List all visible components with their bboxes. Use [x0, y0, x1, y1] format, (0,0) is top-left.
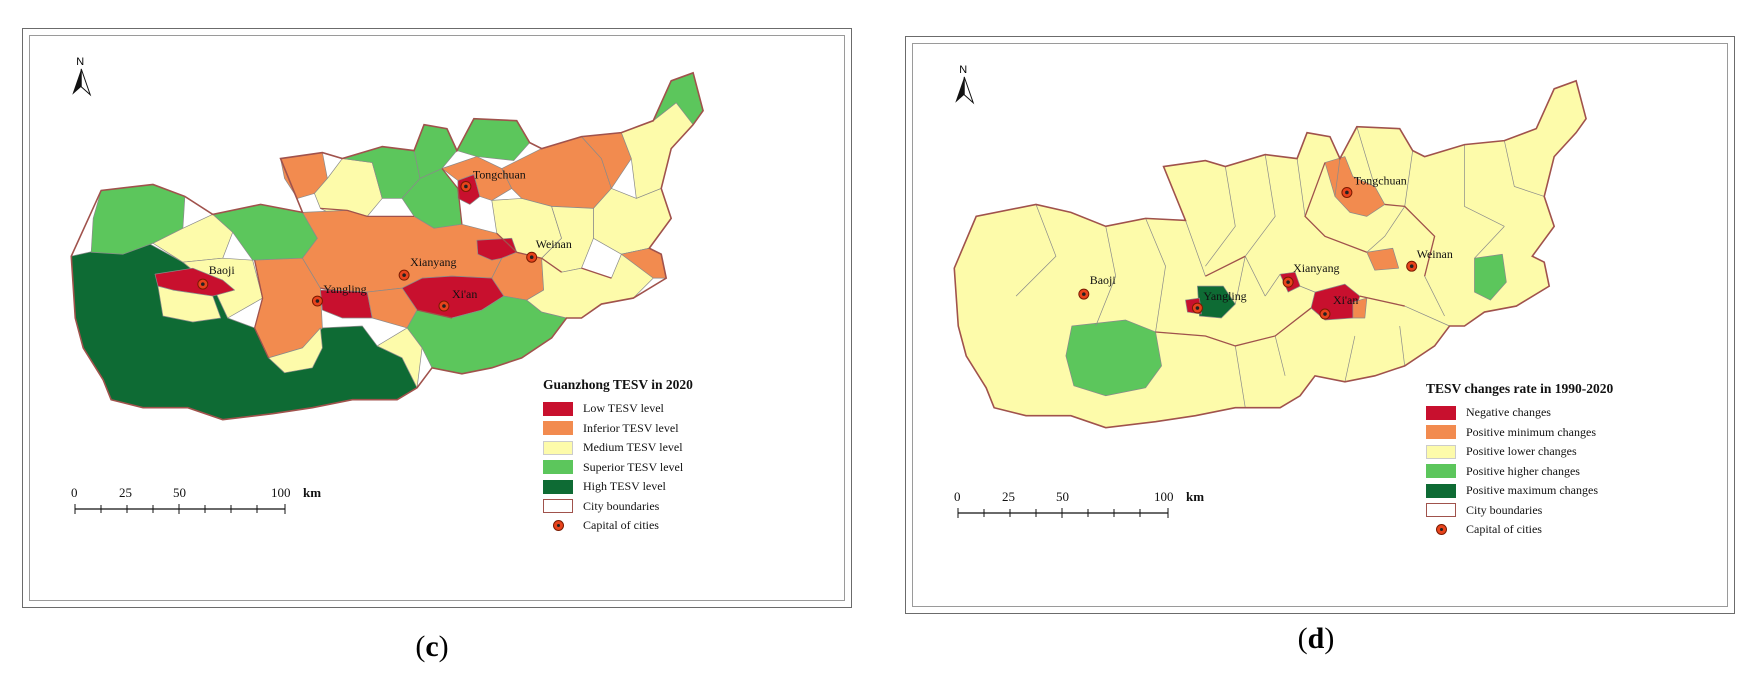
scale-tick: 50: [1056, 489, 1069, 504]
scale-bar-c: 0 25 50 100 km: [71, 485, 321, 525]
legend-item: Medium TESV level: [543, 438, 693, 458]
legend-item: Positive higher changes: [1426, 462, 1613, 482]
legend-item: Capital of cities: [543, 516, 693, 536]
legend-swatch: [543, 421, 573, 436]
city-markers: [197, 180, 538, 312]
capital-icon: [1426, 524, 1456, 536]
region: [593, 188, 672, 255]
scale-tick: 0: [954, 489, 961, 504]
map-panel-c: Tongchuan Baoji Weinan Xianyang Yangling…: [22, 28, 852, 608]
legend-swatch: [1426, 405, 1456, 420]
city-boundary: [70, 71, 704, 421]
scale-tick: 100: [1154, 489, 1174, 504]
scale-line: [74, 504, 286, 514]
legend-swatch: [1426, 425, 1456, 440]
legend-item: Positive maximum changes: [1426, 481, 1613, 501]
caption-c: (c): [415, 630, 449, 663]
region: [1474, 253, 1507, 301]
city-label-baoji: Baoji: [209, 263, 236, 277]
region: [1352, 297, 1368, 319]
city-label-xian: Xi'an: [452, 287, 477, 301]
region: [1366, 247, 1400, 271]
legend-swatch: [543, 499, 573, 514]
scale-tick: 100: [271, 485, 291, 500]
map-d: Tongchuan Weinan Baoji Xianyang Yangling…: [953, 64, 1587, 429]
region: [953, 80, 1587, 428]
legend-item: Superior TESV level: [543, 458, 693, 478]
city-markers: [1078, 186, 1418, 320]
city-label-weinan: Weinan: [1417, 247, 1453, 261]
legend-item: Low TESV level: [543, 399, 693, 419]
north-label: N: [959, 64, 967, 76]
city-label-xianyang: Xianyang: [1293, 261, 1339, 275]
legend-title: TESV changes rate in 1990-2020: [1426, 381, 1614, 396]
legend-swatch: [543, 479, 573, 494]
city-label-tongchuan: Tongchuan: [473, 167, 526, 181]
region: [268, 327, 323, 374]
scale-bar-d: 0 25 50 100 km: [954, 489, 1204, 529]
capital-icon: [543, 520, 573, 532]
legend-item: City boundaries: [543, 497, 693, 517]
legend-d: TESV changes rate in 1990-2020 Negative …: [1426, 381, 1613, 540]
region: [376, 327, 423, 389]
legend-swatch: [1426, 503, 1456, 518]
scale-tick: 50: [173, 485, 186, 500]
legend-c: Guanzhong TESV in 2020 Low TESV level In…: [543, 377, 693, 536]
map-panel-d: Tongchuan Weinan Baoji Xianyang Yangling…: [905, 36, 1735, 614]
scale-tick: 25: [119, 485, 132, 500]
city-label-baoji: Baoji: [1090, 273, 1117, 287]
legend-item: Inferior TESV level: [543, 419, 693, 439]
city-label-yangling: Yangling: [323, 282, 366, 296]
map-frame: [29, 35, 845, 601]
legend-item: Negative changes: [1426, 403, 1613, 423]
city-label-tongchuan: Tongchuan: [1354, 173, 1407, 187]
map-frame: [912, 43, 1728, 607]
north-arrow-icon: [955, 76, 975, 105]
legend-swatch: [543, 401, 573, 416]
city-label-xian: Xi'an: [1333, 293, 1358, 307]
legend-swatch: [1426, 464, 1456, 479]
city-boundary: [953, 79, 1587, 429]
legend-swatch: [1426, 483, 1456, 498]
north-label: N: [76, 56, 84, 68]
legend-item: Capital of cities: [1426, 520, 1613, 540]
north-arrow-icon: [72, 68, 92, 97]
legend-title: Guanzhong TESV in 2020: [543, 377, 693, 392]
scale-tick: 25: [1002, 489, 1015, 504]
caption-d: (d): [1297, 622, 1335, 655]
legend-item: Positive lower changes: [1426, 442, 1613, 462]
city-label-yangling: Yangling: [1203, 289, 1246, 303]
legend-item: Positive minimum changes: [1426, 423, 1613, 443]
scale-unit: km: [1186, 489, 1205, 504]
region: [157, 285, 222, 323]
legend-swatch: [1426, 444, 1456, 459]
legend-swatch: [543, 440, 573, 455]
legend-swatch: [543, 460, 573, 475]
city-label-xianyang: Xianyang: [410, 255, 456, 269]
region: [1065, 319, 1162, 397]
map-c: Tongchuan Baoji Weinan Xianyang Yangling…: [70, 56, 704, 421]
scale-unit: km: [303, 485, 322, 500]
legend-item: City boundaries: [1426, 501, 1613, 521]
legend-item: High TESV level: [543, 477, 693, 497]
city-boundary: [1155, 162, 1436, 347]
scale-tick: 0: [71, 485, 78, 500]
city-label-weinan: Weinan: [536, 237, 572, 251]
scale-line: [957, 508, 1169, 518]
